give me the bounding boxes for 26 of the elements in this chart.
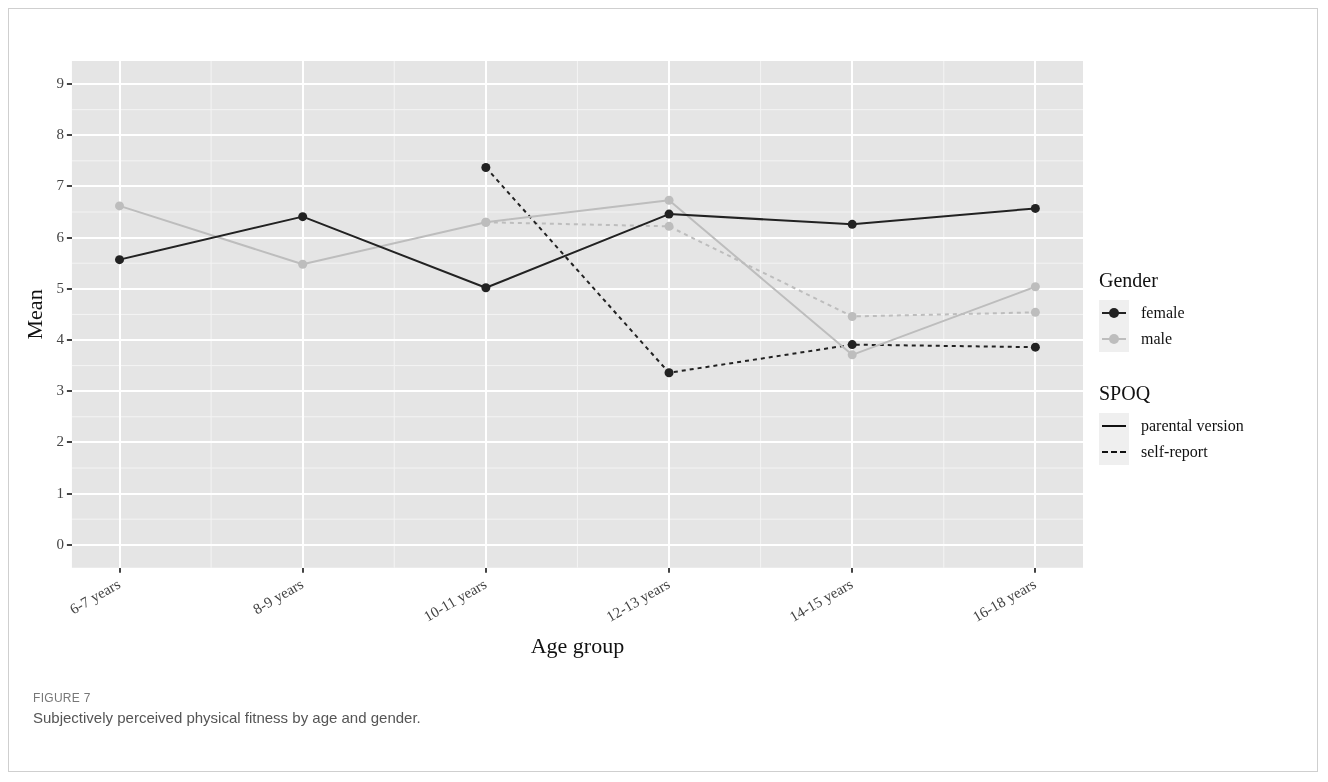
y-tick-label: 5 [56, 279, 64, 296]
x-tick-label: 12-13 years [603, 575, 673, 625]
x-tick-label: 6-7 years [67, 575, 124, 618]
y-tick-label: 0 [56, 535, 64, 552]
x-tick-label: 8-9 years [250, 575, 307, 618]
legend-label: male [1141, 330, 1173, 348]
text: parental version [1141, 417, 1244, 435]
text: FIGURE 7 [33, 691, 92, 705]
legend-label: female [1141, 304, 1185, 322]
y-tick-label: 3 [56, 382, 64, 399]
legend-title: Gender [1099, 269, 1159, 292]
x-tick-label: 10-11 years [420, 575, 490, 625]
x-tick-label: 14-15 years [786, 575, 856, 625]
y-tick-label: 9 [56, 74, 64, 91]
y-axis-title: Mean [21, 289, 47, 340]
x-tick-label: 16-18 years [969, 575, 1039, 625]
y-tick-label: 2 [56, 433, 64, 450]
x-axis-title: Age group [530, 632, 625, 658]
text: self-report [1141, 443, 1208, 461]
y-tick-label: 7 [56, 177, 65, 194]
text: SPOQ [1099, 382, 1152, 405]
y-tick-label: 8 [56, 126, 64, 143]
y-tick-label: 6 [56, 228, 65, 245]
y-tick-label: 1 [56, 484, 64, 501]
y-tick-label: 4 [56, 330, 65, 347]
text: Subjectively perceived physical fitness by age and gender. [33, 709, 421, 726]
